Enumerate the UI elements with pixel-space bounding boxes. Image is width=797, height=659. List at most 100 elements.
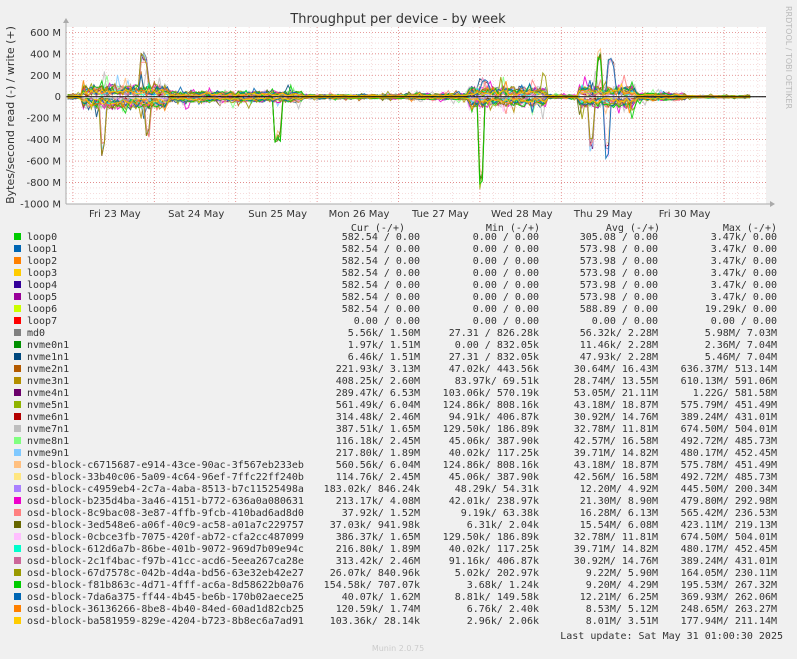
legend-max: 2.36M/ 7.04M [705, 340, 777, 351]
x-tick-label: Sun 25 May [248, 209, 307, 220]
legend-min: 91.16k/ 406.87k [449, 556, 539, 567]
legend-label: loop2 [27, 256, 57, 267]
legend-max: 636.37M/ 513.14M [681, 364, 777, 375]
legend-label: osd-block-2c1f4bac-f97b-41cc-acd6-5eea26… [27, 556, 304, 567]
legend-avg: 39.71M/ 14.82M [574, 544, 658, 555]
legend-avg: 0.00 / 0.00 [592, 316, 658, 327]
legend-min: 103.06k/ 570.19k [443, 388, 539, 399]
legend-min: 27.31 / 826.28k [449, 328, 539, 339]
legend-max: 5.46M/ 7.04M [705, 352, 777, 363]
legend-min: 2.96k/ 2.06k [467, 616, 539, 627]
plot-area [66, 27, 766, 204]
legend-avg: 573.98 / 0.00 [580, 244, 658, 255]
legend-label: osd-block-33b40c06-5a09-4c64-96ef-7ffc22… [27, 472, 304, 483]
legend-label: loop7 [27, 316, 57, 327]
legend-max: 3.47k/ 0.00 [711, 280, 777, 291]
legend-avg: 21.30M/ 8.90M [580, 496, 658, 507]
legend-avg: 11.46k/ 2.28M [580, 340, 658, 351]
legend-min: 124.86k/ 808.16k [443, 400, 539, 411]
legend-cur: 217.80k/ 1.89M [336, 448, 420, 459]
legend-swatch [14, 341, 21, 348]
legend-label: osd-block-7da6a375-ff44-4b45-be6b-170b02… [27, 592, 304, 603]
legend-cur: 37.03k/ 941.98k [330, 520, 420, 531]
legend-min: 0.00 / 0.00 [473, 316, 539, 327]
legend-max: 164.05M/ 230.11M [681, 568, 777, 579]
legend-cur: 154.58k/ 707.07k [324, 580, 420, 591]
y-tick-label: 400 M [30, 49, 61, 60]
legend-avg: 30.64M/ 16.43M [574, 364, 658, 375]
legend-min: 27.31 / 832.05k [449, 352, 539, 363]
legend-min: 0.00 / 832.05k [455, 340, 539, 351]
legend-min: 0.00 / 0.00 [473, 256, 539, 267]
legend-avg: 42.57M/ 16.58M [574, 436, 658, 447]
legend-swatch [14, 569, 21, 576]
legend-max: 445.50M/ 200.34M [681, 484, 777, 495]
x-axis-arrow [770, 201, 775, 207]
legend-min: 47.02k/ 443.56k [449, 364, 539, 375]
legend-swatch [14, 245, 21, 252]
legend-swatch [14, 449, 21, 456]
legend-min: 129.50k/ 186.89k [443, 424, 539, 435]
legend-max: 674.50M/ 504.01M [681, 532, 777, 543]
legend-cur: 560.56k/ 6.04M [336, 460, 420, 471]
legend-label: loop0 [27, 232, 57, 243]
legend-min: 48.29k/ 54.31k [455, 484, 539, 495]
legend-swatch [14, 329, 21, 336]
legend-label: nvme9n1 [27, 448, 69, 459]
legend-cur: 582.54 / 0.00 [342, 232, 420, 243]
rrdtool-credit: RRDTOOL / TOBI OETIKER [784, 6, 793, 109]
legend-min: 0.00 / 0.00 [473, 292, 539, 303]
legend-cur: 582.54 / 0.00 [342, 292, 420, 303]
legend-max: 423.11M/ 219.13M [681, 520, 777, 531]
legend-min: 94.91k/ 406.87k [449, 412, 539, 423]
legend-min: 129.50k/ 186.89k [443, 532, 539, 543]
legend-avg: 32.78M/ 11.81M [574, 424, 658, 435]
legend-swatch [14, 233, 21, 240]
x-tick-label: Fri 30 May [659, 209, 711, 220]
legend-label: osd-block-f81b863c-4d71-4fff-ac6a-8d5862… [27, 580, 304, 591]
legend-avg: 47.93k/ 2.28M [580, 352, 658, 363]
x-tick-label: Tue 27 May [411, 209, 469, 220]
y-tick-label: 600 M [30, 28, 61, 39]
legend-max: 248.65M/ 263.27M [681, 604, 777, 615]
legend-swatch [14, 365, 21, 372]
legend-min: 45.06k/ 387.90k [449, 436, 539, 447]
munin-version: Munin 2.0.75 [372, 644, 424, 653]
y-tick-label: -800 M [26, 178, 61, 189]
legend-avg: 573.98 / 0.00 [580, 292, 658, 303]
series-line [67, 96, 751, 108]
y-tick-label: 0 [55, 92, 61, 103]
legend-avg: 30.92M/ 14.76M [574, 412, 658, 423]
legend-label: nvme5n1 [27, 400, 69, 411]
legend-label: nvme3n1 [27, 376, 69, 387]
legend-avg: 30.92M/ 14.76M [574, 556, 658, 567]
x-tick-label: Fri 23 May [89, 209, 141, 220]
legend-max: 3.47k/ 0.00 [711, 244, 777, 255]
legend-max: 195.53M/ 267.32M [681, 580, 777, 591]
y-tick-label: -1000 M [20, 200, 61, 211]
legend-min: 42.01k/ 238.97k [449, 496, 539, 507]
legend-cur: 582.54 / 0.00 [342, 268, 420, 279]
legend-swatch [14, 545, 21, 552]
legend-label: nvme0n1 [27, 340, 69, 351]
legend-label: nvme2n1 [27, 364, 69, 375]
legend-cur: 5.56k/ 1.50M [348, 328, 420, 339]
legend-header-max: Max (-/+) [723, 223, 777, 234]
legend-avg: 15.54M/ 6.08M [580, 520, 658, 531]
legend-avg: 588.89 / 0.00 [580, 304, 658, 315]
series-lines [66, 47, 766, 189]
legend-min: 5.02k/ 202.97k [455, 568, 539, 579]
legend-swatch [14, 425, 21, 432]
legend-label: loop4 [27, 280, 57, 291]
legend-swatch [14, 509, 21, 516]
legend-max: 565.42M/ 236.53M [681, 508, 777, 519]
legend-cur: 114.76k/ 2.45M [336, 472, 420, 483]
legend-avg: 39.71M/ 14.82M [574, 448, 658, 459]
legend-max: 3.47k/ 0.00 [711, 256, 777, 267]
legend-cur: 37.92k/ 1.52M [342, 508, 420, 519]
legend-avg: 573.98 / 0.00 [580, 256, 658, 267]
legend-avg: 42.56M/ 16.58M [574, 472, 658, 483]
legend-avg: 12.21M/ 6.25M [580, 592, 658, 603]
legend-label: loop1 [27, 244, 57, 255]
legend-header-cur: Cur (-/+) [351, 223, 405, 234]
